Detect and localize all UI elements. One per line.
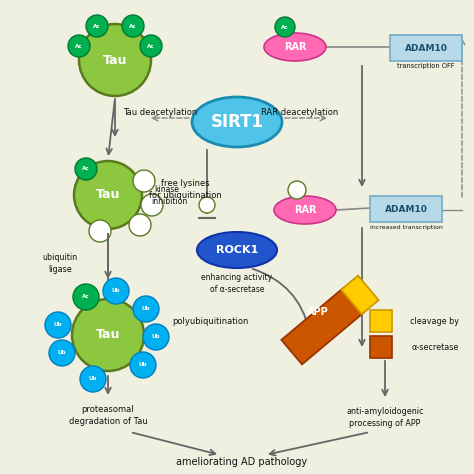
Text: ameliorating AD pathology: ameliorating AD pathology (176, 457, 308, 467)
Circle shape (133, 296, 159, 322)
Text: α-secretase: α-secretase (411, 343, 459, 352)
Text: ROCK1: ROCK1 (216, 245, 258, 255)
Circle shape (275, 17, 295, 37)
Text: Tau: Tau (96, 189, 120, 201)
Text: processing of APP: processing of APP (349, 419, 421, 428)
Text: cleavage by: cleavage by (410, 317, 459, 326)
Text: Tau: Tau (103, 54, 127, 66)
Text: Ub: Ub (112, 289, 120, 293)
Text: Ac: Ac (82, 294, 90, 300)
Circle shape (75, 158, 97, 180)
Text: Ub: Ub (139, 363, 147, 367)
Bar (370, 310, 392, 332)
Circle shape (141, 194, 163, 216)
Circle shape (130, 352, 156, 378)
Text: Ub: Ub (89, 376, 97, 382)
Ellipse shape (274, 196, 336, 224)
Bar (282, 289, 363, 365)
Text: Ac: Ac (147, 44, 155, 48)
Circle shape (68, 35, 90, 57)
Text: kinase: kinase (155, 185, 180, 194)
Text: RAR: RAR (284, 42, 306, 52)
Circle shape (80, 366, 106, 392)
Text: anti-amyloidogenic: anti-amyloidogenic (346, 408, 424, 417)
Text: ADAM10: ADAM10 (405, 44, 447, 53)
Text: of α-secretase: of α-secretase (210, 285, 264, 294)
Circle shape (133, 170, 155, 192)
Bar (341, 275, 379, 314)
Circle shape (103, 278, 129, 304)
Ellipse shape (192, 97, 282, 147)
Text: degradation of Tau: degradation of Tau (69, 418, 147, 427)
Circle shape (72, 299, 144, 371)
Text: Ac: Ac (75, 44, 83, 48)
Bar (370, 336, 392, 358)
Text: transcription OFF: transcription OFF (397, 63, 455, 69)
Text: inhibition: inhibition (151, 198, 187, 207)
Circle shape (73, 284, 99, 310)
Text: Tau: Tau (96, 328, 120, 341)
Text: Tau deacetylation: Tau deacetylation (123, 108, 197, 117)
Text: RAR: RAR (294, 205, 316, 215)
Text: APP: APP (307, 307, 329, 317)
Circle shape (79, 24, 151, 96)
Text: Ac: Ac (129, 24, 137, 28)
Text: proteasomal: proteasomal (82, 405, 134, 414)
Ellipse shape (264, 33, 326, 61)
Text: for ubiquitination: for ubiquitination (149, 191, 221, 201)
Text: ligase: ligase (48, 265, 72, 274)
Circle shape (45, 312, 71, 338)
Text: polyubiquitination: polyubiquitination (172, 318, 248, 327)
Text: Ub: Ub (54, 322, 62, 328)
Text: increased transcription: increased transcription (370, 225, 442, 229)
Circle shape (89, 220, 111, 242)
Text: Ub: Ub (58, 350, 66, 356)
Circle shape (140, 35, 162, 57)
Text: SIRT1: SIRT1 (210, 113, 264, 131)
Circle shape (199, 197, 215, 213)
Circle shape (143, 324, 169, 350)
Text: Ac: Ac (93, 24, 101, 28)
Bar (370, 196, 442, 222)
Text: RAR deacetylation: RAR deacetylation (261, 108, 338, 117)
Circle shape (74, 161, 142, 229)
Circle shape (129, 214, 151, 236)
Text: ubiquitin: ubiquitin (43, 254, 78, 263)
Ellipse shape (197, 232, 277, 268)
Text: ADAM10: ADAM10 (384, 204, 428, 213)
Text: Ac: Ac (82, 166, 90, 172)
Circle shape (49, 340, 75, 366)
Text: enhancing activity: enhancing activity (201, 273, 273, 283)
Circle shape (86, 15, 108, 37)
Text: free lysines: free lysines (161, 179, 210, 188)
Circle shape (288, 181, 306, 199)
Circle shape (122, 15, 144, 37)
Text: Ub: Ub (142, 307, 150, 311)
Bar (390, 35, 462, 61)
Text: Ub: Ub (152, 335, 160, 339)
Text: Ac: Ac (281, 25, 289, 29)
